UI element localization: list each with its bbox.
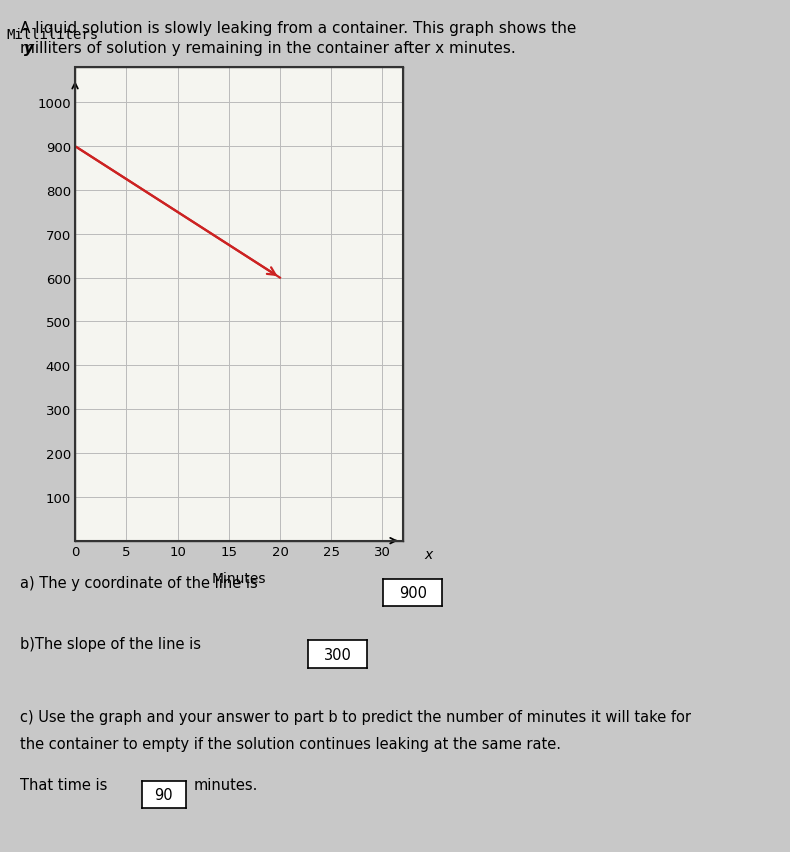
Text: That time is: That time is: [20, 777, 107, 792]
Text: a) The y coordinate of the line is: a) The y coordinate of the line is: [20, 575, 258, 590]
Text: c) Use the graph and your answer to part b to predict the number of minutes it w: c) Use the graph and your answer to part…: [20, 709, 690, 724]
Text: 90: 90: [155, 787, 173, 803]
Text: 900: 900: [399, 585, 427, 601]
Text: b)The slope of the line is: b)The slope of the line is: [20, 636, 201, 652]
Text: minutes.: minutes.: [194, 777, 258, 792]
Text: 300: 300: [324, 647, 352, 662]
Text: the container to empty if the solution continues leaking at the same rate.: the container to empty if the solution c…: [20, 736, 561, 751]
Text: Milliliters: Milliliters: [6, 28, 98, 42]
Text: milliters of solution y remaining in the container after x minutes.: milliters of solution y remaining in the…: [20, 41, 516, 56]
Text: x: x: [424, 547, 432, 561]
Text: A liquid solution is slowly leaking from a container. This graph shows the: A liquid solution is slowly leaking from…: [20, 21, 576, 37]
Text: y: y: [24, 42, 34, 56]
Text: Minutes: Minutes: [212, 572, 266, 585]
